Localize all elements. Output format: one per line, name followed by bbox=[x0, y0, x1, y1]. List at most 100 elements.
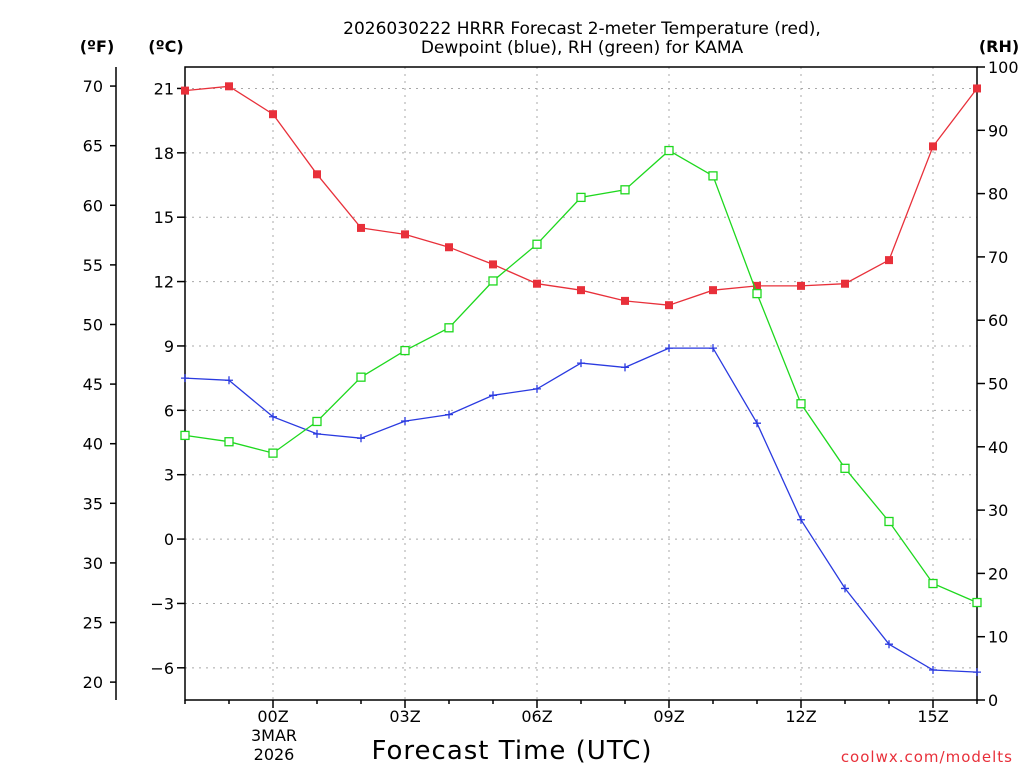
dewpoint-point bbox=[885, 640, 893, 649]
dewpoint-point bbox=[841, 584, 849, 593]
rh-point bbox=[400, 345, 410, 356]
fahrenheit-tick-label: 30 bbox=[83, 554, 103, 573]
rh-point bbox=[532, 239, 542, 249]
fahrenheit-tick-label: 60 bbox=[83, 196, 103, 215]
dewpoint-line bbox=[184, 347, 978, 673]
fahrenheit-tick-label: 50 bbox=[83, 315, 103, 334]
temperature-point bbox=[621, 296, 629, 305]
temperature-point bbox=[577, 286, 585, 295]
dewpoint-point bbox=[313, 429, 321, 438]
rh-tick-label: 80 bbox=[988, 185, 1008, 204]
chart-title-line2: Dewpoint (blue), RH (green) for KAMA bbox=[421, 38, 744, 58]
rh-tick-label: 70 bbox=[988, 248, 1008, 267]
dewpoint-point bbox=[269, 412, 277, 421]
fahrenheit-tick-label: 70 bbox=[83, 77, 103, 96]
rh-tick-label: 20 bbox=[988, 564, 1008, 583]
fahrenheit-tick-label: 40 bbox=[83, 435, 103, 454]
dewpoint-point bbox=[797, 515, 805, 524]
rh-tick-label: 50 bbox=[988, 375, 1008, 394]
date-label-day: 3MAR bbox=[251, 726, 297, 745]
temperature-point bbox=[313, 170, 321, 179]
rh-tick-label: 0 bbox=[988, 691, 998, 710]
celsius-tick-label: 9 bbox=[164, 337, 174, 356]
dewpoint-point bbox=[621, 363, 629, 372]
series-layer bbox=[180, 82, 982, 677]
rh-tick-label: 40 bbox=[988, 438, 1008, 457]
rh-point bbox=[752, 288, 762, 299]
temperature-point bbox=[489, 260, 497, 269]
credit-link[interactable]: coolwx.com/modelts bbox=[841, 748, 1013, 766]
dewpoint-point bbox=[445, 410, 453, 419]
rh-point bbox=[576, 192, 586, 203]
x-tick-label: 03Z bbox=[389, 707, 420, 726]
rh-point bbox=[840, 463, 850, 473]
dewpoint-point bbox=[753, 419, 761, 428]
fahrenheit-tick-label: 65 bbox=[83, 137, 103, 156]
chart-title-line1: 2026030222 HRRR Forecast 2-meter Tempera… bbox=[343, 19, 821, 39]
rh-point bbox=[928, 578, 938, 589]
celsius-tick-label: 3 bbox=[164, 466, 174, 485]
temperature-point bbox=[753, 281, 761, 290]
temperature-point bbox=[181, 86, 189, 95]
dewpoint-point bbox=[357, 434, 365, 443]
axes bbox=[110, 66, 985, 708]
rh-point bbox=[972, 597, 982, 608]
dewpoint-point bbox=[973, 668, 981, 677]
rh-tick-label: 10 bbox=[988, 628, 1008, 647]
temperature-point bbox=[225, 82, 233, 91]
fahrenheit-tick-label: 25 bbox=[83, 614, 103, 633]
rh-point bbox=[488, 276, 498, 286]
rh-tick-label: 90 bbox=[988, 121, 1008, 140]
x-tick-label: 09Z bbox=[653, 707, 684, 726]
rh-point bbox=[312, 416, 322, 427]
rh-point bbox=[356, 372, 366, 382]
celsius-tick-label: 0 bbox=[164, 530, 174, 549]
rh-point bbox=[180, 430, 190, 441]
dewpoint-point bbox=[709, 344, 717, 353]
x-tick-label: 06Z bbox=[521, 707, 552, 726]
date-label-year: 2026 bbox=[254, 745, 295, 764]
rh-unit-label: (RH) bbox=[979, 37, 1019, 56]
celsius-tick-label: 12 bbox=[154, 273, 174, 292]
dewpoint-point bbox=[489, 391, 497, 400]
dewpoint-point bbox=[533, 384, 541, 393]
dewpoint-point bbox=[225, 376, 233, 385]
x-tick-label: 12Z bbox=[785, 707, 816, 726]
rh-point bbox=[268, 448, 278, 458]
temperature-point bbox=[357, 223, 365, 232]
temperature-point bbox=[929, 142, 937, 151]
fahrenheit-tick-label: 35 bbox=[83, 494, 103, 513]
celsius-tick-label: −3 bbox=[150, 594, 174, 613]
dewpoint-point bbox=[181, 374, 189, 383]
temperature-point bbox=[445, 243, 453, 252]
rh-tick-label: 100 bbox=[988, 58, 1019, 77]
temperature-point bbox=[533, 279, 541, 288]
rh-point bbox=[708, 171, 718, 181]
rh-tick-label: 30 bbox=[988, 501, 1008, 520]
rh-line bbox=[184, 149, 978, 604]
fahrenheit-tick-label: 20 bbox=[83, 673, 103, 692]
temperature-point bbox=[269, 110, 277, 119]
celsius-tick-label: 21 bbox=[154, 79, 174, 98]
celsius-unit-label: (ºC) bbox=[148, 37, 183, 56]
fahrenheit-unit-label: (ºF) bbox=[80, 37, 115, 56]
rh-point bbox=[796, 399, 806, 409]
temperature-point bbox=[973, 84, 981, 93]
celsius-tick-label: 6 bbox=[164, 401, 174, 420]
temperature-point bbox=[665, 301, 673, 310]
rh-point bbox=[884, 516, 894, 527]
x-tick-label: 00Z bbox=[257, 707, 288, 726]
temperature-point bbox=[797, 281, 805, 290]
temperature-point bbox=[841, 279, 849, 288]
fahrenheit-tick-label: 45 bbox=[83, 375, 103, 394]
temperature-point bbox=[885, 256, 893, 265]
dewpoint-point bbox=[929, 665, 937, 674]
rh-point bbox=[664, 145, 674, 156]
fahrenheit-tick-label: 55 bbox=[83, 256, 103, 275]
rh-tick-label: 60 bbox=[988, 311, 1008, 330]
celsius-tick-label: 15 bbox=[154, 208, 174, 227]
rh-point bbox=[224, 437, 234, 447]
tick-labels: 7065605550454035302520211815129630−3−610… bbox=[83, 58, 1019, 726]
dewpoint-point bbox=[577, 359, 585, 368]
